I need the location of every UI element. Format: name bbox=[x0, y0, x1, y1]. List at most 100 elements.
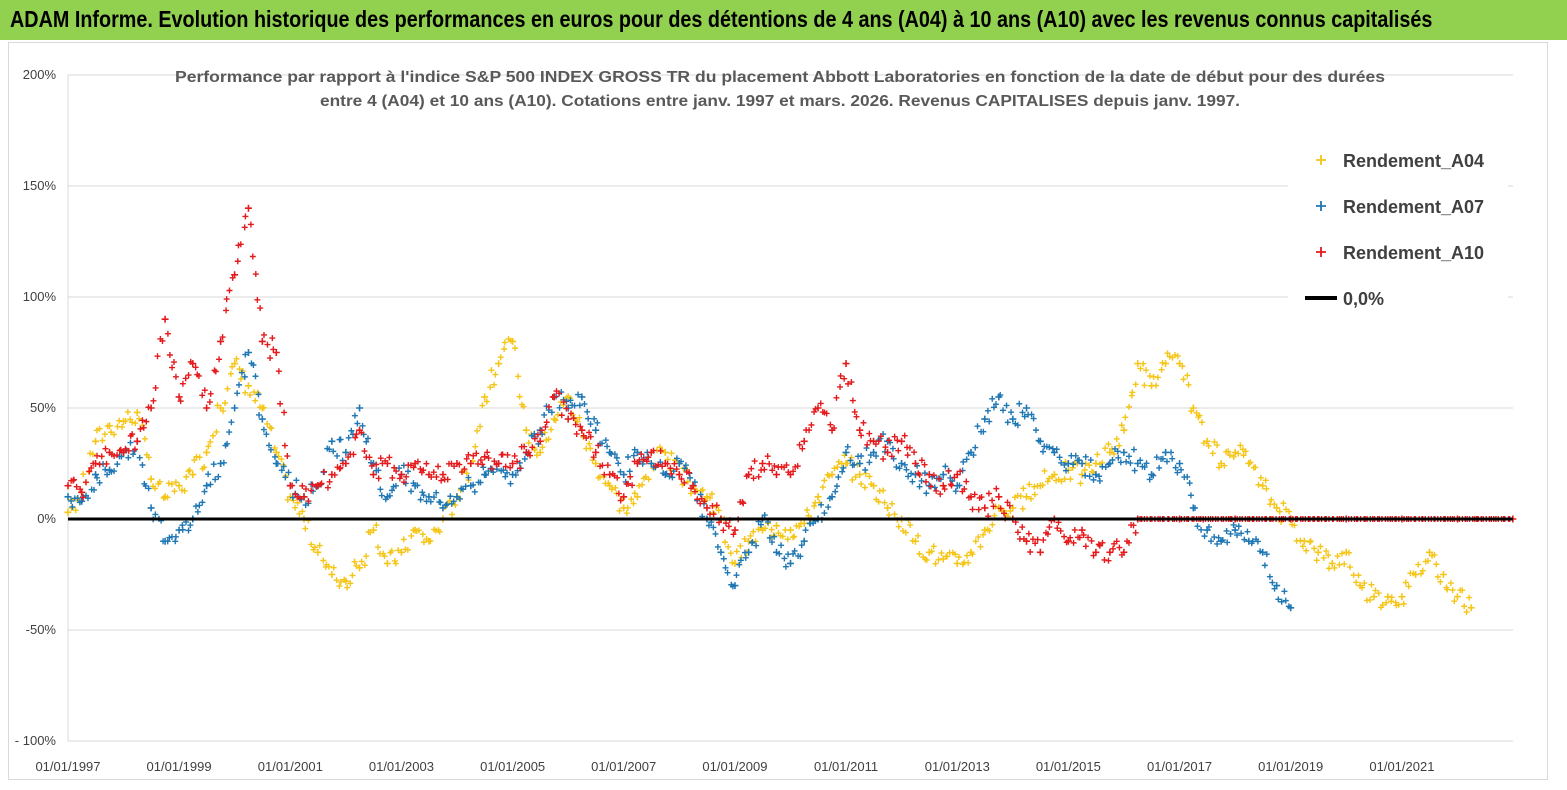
data-point bbox=[1424, 557, 1431, 564]
data-point bbox=[847, 457, 854, 464]
data-point bbox=[237, 241, 244, 248]
data-point bbox=[667, 465, 674, 472]
data-point bbox=[668, 450, 675, 457]
data-point bbox=[439, 471, 447, 479]
data-point bbox=[980, 531, 987, 538]
data-point bbox=[673, 455, 680, 462]
data-point bbox=[1439, 571, 1447, 578]
data-point bbox=[1127, 460, 1134, 467]
data-point bbox=[1131, 467, 1138, 474]
data-point bbox=[1257, 548, 1264, 555]
data-point bbox=[309, 481, 316, 488]
data-point bbox=[1402, 579, 1409, 586]
legend-box bbox=[1288, 140, 1508, 318]
data-point bbox=[896, 465, 903, 472]
data-point bbox=[527, 452, 534, 459]
data-point bbox=[902, 529, 909, 536]
data-point bbox=[278, 467, 285, 474]
data-point bbox=[1046, 444, 1053, 451]
data-point bbox=[161, 315, 169, 323]
data-point bbox=[367, 529, 374, 536]
data-point bbox=[851, 408, 858, 415]
data-point bbox=[1054, 525, 1061, 532]
data-point bbox=[834, 464, 841, 471]
data-point bbox=[1034, 483, 1041, 490]
data-point bbox=[326, 446, 333, 453]
data-point bbox=[1020, 536, 1027, 543]
data-point bbox=[111, 452, 118, 459]
data-point bbox=[419, 531, 426, 538]
data-point bbox=[583, 435, 590, 442]
data-point bbox=[1140, 360, 1147, 367]
series-rendement-a04 bbox=[64, 335, 1475, 616]
data-point bbox=[645, 476, 652, 483]
data-point bbox=[931, 484, 938, 491]
data-point bbox=[1081, 467, 1088, 473]
data-point bbox=[64, 493, 72, 501]
data-point bbox=[587, 445, 594, 452]
data-point bbox=[1230, 453, 1237, 460]
data-point bbox=[1105, 557, 1112, 564]
data-point bbox=[238, 369, 245, 376]
data-point bbox=[320, 557, 327, 564]
data-point bbox=[164, 494, 171, 501]
data-point bbox=[1372, 587, 1379, 594]
data-point bbox=[868, 481, 875, 488]
data-point bbox=[463, 470, 470, 477]
data-point bbox=[244, 204, 252, 212]
data-point bbox=[172, 479, 179, 486]
data-point bbox=[671, 460, 678, 467]
data-point bbox=[477, 457, 484, 464]
data-point bbox=[639, 481, 646, 488]
data-point bbox=[925, 482, 933, 490]
data-point bbox=[1120, 448, 1128, 456]
data-point bbox=[392, 560, 399, 567]
data-point bbox=[782, 526, 789, 533]
data-point bbox=[114, 461, 121, 468]
data-point bbox=[139, 461, 146, 468]
data-point bbox=[229, 274, 236, 281]
data-point bbox=[1017, 493, 1024, 500]
data-point bbox=[1425, 548, 1433, 556]
data-point bbox=[438, 477, 445, 484]
data-point bbox=[1116, 442, 1123, 449]
data-point bbox=[236, 366, 243, 373]
data-point bbox=[350, 451, 357, 458]
data-point bbox=[77, 486, 84, 493]
data-point bbox=[114, 452, 121, 459]
data-point bbox=[1110, 545, 1116, 552]
data-point bbox=[275, 368, 282, 375]
data-point bbox=[1263, 551, 1270, 558]
data-point bbox=[417, 465, 424, 472]
data-point bbox=[349, 572, 356, 579]
data-point bbox=[909, 478, 916, 485]
data-point bbox=[939, 471, 947, 479]
data-point bbox=[1053, 446, 1060, 453]
data-point bbox=[751, 458, 758, 465]
data-point bbox=[133, 437, 141, 445]
data-point bbox=[576, 402, 583, 409]
data-point bbox=[877, 433, 884, 440]
data-point bbox=[185, 372, 192, 379]
data-point bbox=[386, 492, 393, 499]
data-point bbox=[229, 363, 236, 370]
data-point bbox=[1278, 598, 1285, 605]
data-point bbox=[199, 392, 206, 399]
data-point bbox=[1122, 414, 1129, 421]
data-point bbox=[266, 442, 273, 449]
data-point bbox=[635, 482, 642, 489]
data-point bbox=[797, 520, 804, 527]
data-point bbox=[483, 471, 490, 478]
data-point bbox=[856, 426, 864, 434]
data-point bbox=[1286, 508, 1293, 515]
data-point bbox=[882, 444, 889, 451]
data-point bbox=[501, 339, 508, 346]
data-point bbox=[1255, 481, 1262, 488]
data-point bbox=[825, 504, 832, 511]
data-point bbox=[981, 415, 989, 423]
data-point bbox=[862, 466, 869, 473]
data-point bbox=[1057, 527, 1064, 534]
data-point bbox=[1297, 537, 1304, 544]
data-point bbox=[231, 404, 239, 412]
data-point bbox=[177, 398, 184, 405]
